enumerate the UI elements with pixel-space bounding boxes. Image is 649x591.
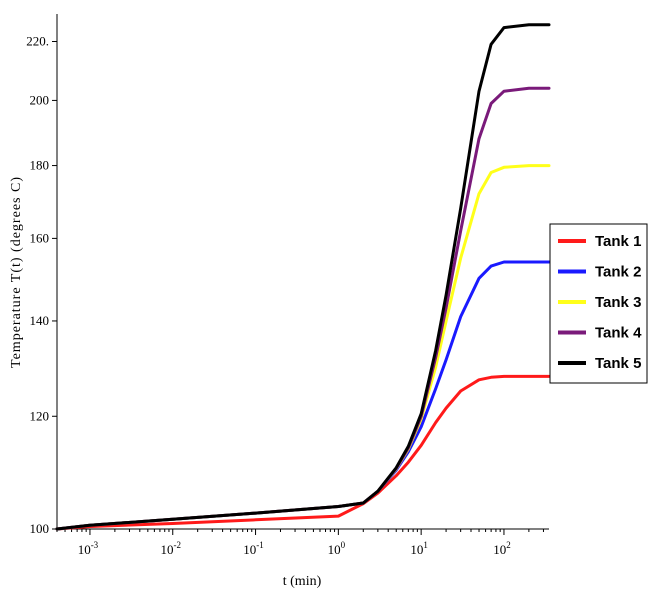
x-tick-base: 10	[493, 542, 506, 557]
x-tick-exponent: 2	[506, 540, 511, 550]
series-line-tank-3	[55, 164, 551, 531]
x-axis-title: t (min)	[283, 574, 322, 589]
x-tick-base: 10	[328, 542, 341, 557]
legend-label-tank-3: Tank 3	[595, 294, 641, 311]
legend-label-tank-5: Tank 5	[595, 355, 641, 372]
x-tick-exponent: -3	[91, 540, 99, 550]
legend: Tank 1 Tank 2 Tank 3 Tank 4 Tank 5	[549, 223, 648, 384]
series-line-tank-1	[55, 374, 551, 531]
x-tick-label: 10-3	[78, 540, 99, 557]
legend-label-tank-1: Tank 1	[595, 233, 641, 250]
x-tick-exponent: 0	[341, 540, 346, 550]
x-tick-label: 101	[410, 540, 428, 557]
y-tick-label: 180	[30, 158, 50, 173]
y-tick-label: 220.	[26, 33, 49, 48]
y-tick-label: 120	[30, 408, 50, 423]
x-tick-label: 10-2	[160, 540, 181, 557]
series-line-tank-4	[55, 86, 551, 531]
x-tick-exponent: 1	[423, 540, 428, 550]
series-line-tank-5	[55, 23, 551, 531]
x-tick-exponent: -2	[173, 540, 181, 550]
x-tick-label: 102	[493, 540, 511, 557]
series-layer	[55, 23, 551, 531]
x-tick-base: 10	[410, 542, 423, 557]
y-tick-label: 100	[30, 521, 50, 536]
y-tick-label: 140	[30, 313, 50, 328]
x-tick-base: 10	[78, 542, 91, 557]
x-tick-base: 10	[160, 542, 173, 557]
y-axis-title: Temperature T(t) (degrees C)	[9, 176, 24, 368]
legend-label-tank-2: Tank 2	[595, 264, 641, 281]
legend-label-tank-4: Tank 4	[595, 325, 642, 342]
x-tick-base: 10	[243, 542, 256, 557]
y-tick-label: 200	[30, 92, 50, 107]
x-tick-label: 10-1	[243, 540, 263, 557]
x-tick-label: 100	[328, 540, 346, 557]
y-tick-label: 160	[30, 230, 50, 245]
x-tick-exponent: -1	[256, 540, 264, 550]
series-line-tank-2	[55, 260, 551, 531]
